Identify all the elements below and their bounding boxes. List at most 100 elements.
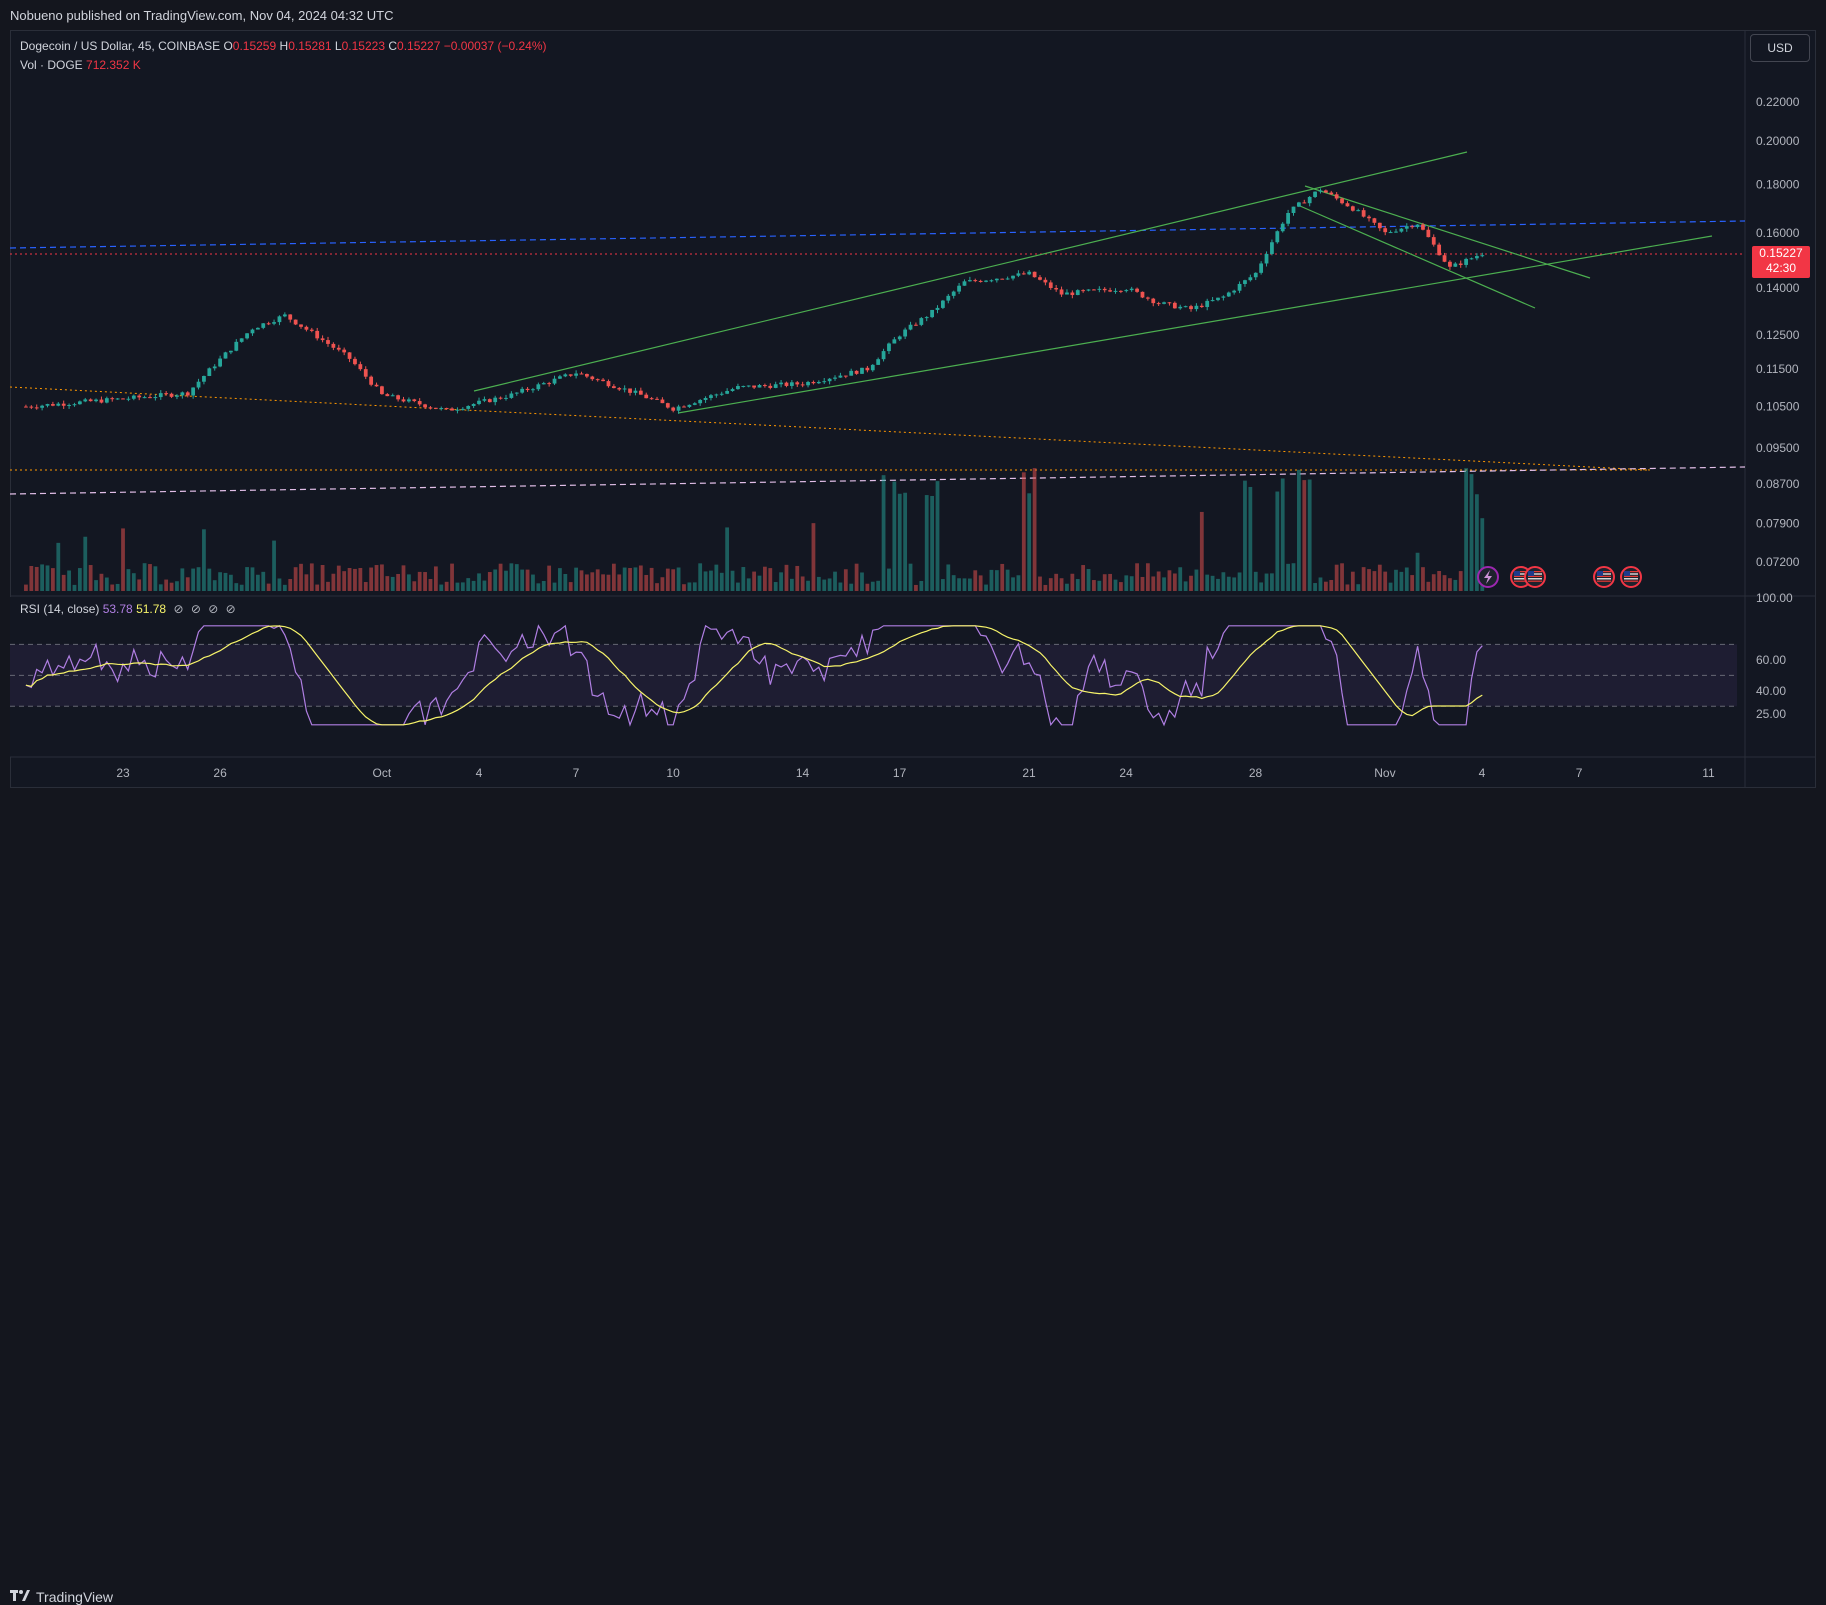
- candle-body: [811, 381, 816, 384]
- volume-bar: [698, 563, 703, 591]
- candle-body: [234, 341, 239, 351]
- volume-bar: [725, 527, 730, 591]
- price-chart[interactable]: 0.22000 0.20000 0.18000 0.16000 0.14000 0.125…: [0, 0, 1826, 828]
- candle-body: [1135, 288, 1139, 292]
- volume-bar: [380, 564, 384, 591]
- volume-bar: [930, 495, 934, 591]
- volume-bar: [973, 570, 978, 591]
- volume-bar: [1302, 480, 1307, 591]
- candle-body: [892, 339, 897, 344]
- candle-body: [1286, 212, 1290, 224]
- hidden-source-icon[interactable]: ⊘: [225, 602, 236, 616]
- volume-bar: [568, 582, 573, 591]
- symbol-legend[interactable]: Dogecoin / US Dollar, 45, COINBASE O0.15…: [20, 39, 547, 53]
- rsi-legend[interactable]: RSI (14, close) 53.78 51.78 ⊘ ⊘ ⊘ ⊘: [20, 602, 236, 616]
- volume-bar: [811, 523, 816, 591]
- descending-channel-lower: [1299, 205, 1536, 309]
- candle-body: [293, 319, 298, 325]
- candle-body: [331, 343, 336, 348]
- candle-body: [887, 343, 891, 352]
- candle-body: [649, 398, 654, 400]
- hidden-source-icon[interactable]: ⊘: [173, 602, 184, 616]
- time-tick-label: 7: [573, 766, 580, 780]
- candle-body: [493, 397, 498, 403]
- candle-body: [504, 397, 508, 399]
- volume-bar: [412, 581, 417, 591]
- candle-body: [250, 329, 255, 334]
- candle-body: [978, 280, 983, 282]
- candle-body: [407, 399, 411, 402]
- candle-body: [1399, 228, 1404, 232]
- volume-bar: [860, 572, 864, 591]
- candle-body: [1226, 292, 1231, 297]
- hidden-source-icon[interactable]: ⊘: [208, 602, 219, 616]
- candle-body: [1221, 296, 1226, 298]
- symbol-name[interactable]: Dogecoin / US Dollar, 45, COINBASE: [20, 39, 221, 53]
- volume-bar: [439, 584, 444, 591]
- candle-body: [255, 327, 260, 330]
- volume-bar: [730, 570, 735, 591]
- volume-bar: [1151, 576, 1156, 591]
- volume-bar: [1140, 576, 1145, 591]
- candle-body: [1426, 229, 1431, 238]
- volume-bar: [99, 573, 104, 591]
- volume-bar: [1221, 572, 1226, 591]
- support-dashed-line: [9, 466, 1746, 495]
- volume-bar: [606, 574, 611, 591]
- volume-value: 712.352 K: [86, 58, 141, 72]
- candle-body: [617, 388, 622, 390]
- volume-bar: [1442, 575, 1447, 591]
- candle-body: [390, 395, 395, 397]
- candle-body: [1345, 203, 1350, 207]
- candle-body: [1458, 263, 1463, 265]
- volume-bar: [1264, 573, 1269, 591]
- volume-bar: [590, 572, 595, 591]
- volume-bar: [870, 581, 875, 591]
- volume-bar: [250, 567, 255, 591]
- volume-bar: [401, 565, 406, 591]
- us-flag-event-icon[interactable]: [1593, 566, 1615, 588]
- volume-bar: [908, 563, 913, 591]
- volume-bar: [433, 566, 438, 591]
- candle-body: [423, 404, 427, 408]
- rsi-tick-label: 100.00: [1756, 591, 1793, 605]
- volume-bar: [994, 570, 999, 591]
- volume-bar: [795, 565, 800, 591]
- candle-body: [1032, 271, 1037, 278]
- candle-body: [541, 383, 546, 385]
- volume-bar: [585, 574, 589, 591]
- hidden-source-icon[interactable]: ⊘: [190, 602, 201, 616]
- volume-bar: [1119, 582, 1123, 591]
- volume-bar: [827, 578, 832, 591]
- price-tick-label: 0.10500: [1756, 400, 1800, 414]
- volume-bar: [531, 574, 535, 591]
- candle-body: [158, 393, 163, 398]
- volume-bar: [558, 568, 562, 591]
- candle-body: [682, 406, 686, 408]
- price-tick-label: 0.20000: [1756, 134, 1800, 148]
- time-tick-label: 7: [1576, 766, 1583, 780]
- currency-button[interactable]: USD: [1750, 34, 1810, 62]
- candle-body: [1475, 256, 1479, 259]
- candle-body: [104, 398, 109, 403]
- candle-body: [299, 324, 303, 327]
- volume-bar: [1421, 567, 1425, 591]
- volume-bar: [1318, 577, 1323, 591]
- volume-bar: [1253, 571, 1258, 591]
- volume-bar: [455, 582, 460, 591]
- flash-event-icon[interactable]: [1477, 566, 1499, 588]
- candle-body: [396, 395, 400, 400]
- volume-bar: [1464, 468, 1468, 591]
- candle-body: [854, 370, 859, 374]
- us-flag-event-icon[interactable]: [1620, 566, 1642, 588]
- volume-legend[interactable]: Vol · DOGE 712.352 K: [20, 58, 141, 72]
- tradingview-brand[interactable]: TradingView: [10, 1589, 113, 1605]
- volume-bar: [218, 572, 222, 591]
- volume-bar: [941, 579, 945, 591]
- us-flag-event-icon[interactable]: [1524, 566, 1546, 588]
- candle-body: [45, 404, 50, 406]
- candle-body: [725, 391, 730, 394]
- candle-body: [973, 280, 978, 282]
- candle-body: [994, 278, 999, 281]
- volume-bar: [1356, 584, 1361, 591]
